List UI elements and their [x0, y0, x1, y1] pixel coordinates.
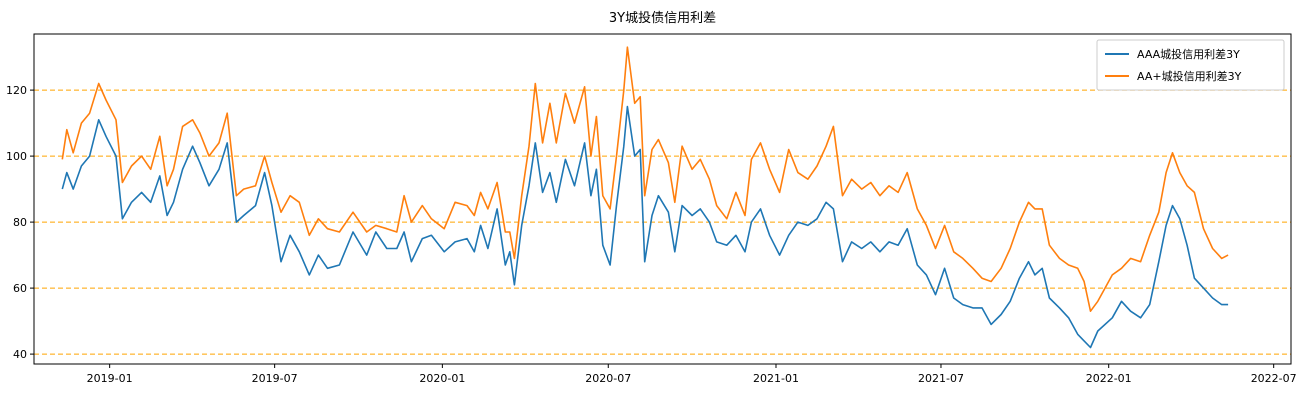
series-line-1	[61, 46, 1229, 312]
y-tick-label: 120	[6, 84, 27, 97]
legend-label: AA+城投信用利差3Y	[1137, 69, 1242, 83]
x-tick-label: 2020-07	[585, 372, 631, 385]
plot-frame	[33, 33, 1292, 365]
x-tick-label: 2022-07	[1251, 372, 1297, 385]
x-tick-label: 2020-01	[419, 372, 465, 385]
x-tick-label: 2021-01	[753, 372, 799, 385]
x-tick-label: 2019-01	[87, 372, 133, 385]
y-tick-label: 100	[6, 150, 27, 163]
series-line-0	[61, 105, 1229, 349]
y-tick-label: 40	[13, 348, 27, 361]
y-axis: 40 60 80 100 120	[6, 84, 34, 361]
x-tick-label: 2019-07	[252, 372, 298, 385]
grid-layer	[34, 89, 1291, 355]
legend-label: AAA城投信用利差3Y	[1137, 47, 1240, 61]
legend-box	[1096, 39, 1285, 91]
y-tick-label: 80	[13, 216, 27, 229]
x-axis: 2019-01 2019-07 2020-01 2020-07 2021-01 2021-…	[87, 364, 1297, 385]
x-tick-label: 2022-01	[1086, 372, 1132, 385]
chart-title: 3Y城投债信用利差	[609, 10, 716, 26]
legend: AAA城投信用利差3Y AA+城投信用利差3Y	[1096, 39, 1285, 91]
y-tick-label: 60	[13, 282, 27, 295]
x-tick-label: 2021-07	[918, 372, 964, 385]
series-layer	[61, 46, 1229, 349]
